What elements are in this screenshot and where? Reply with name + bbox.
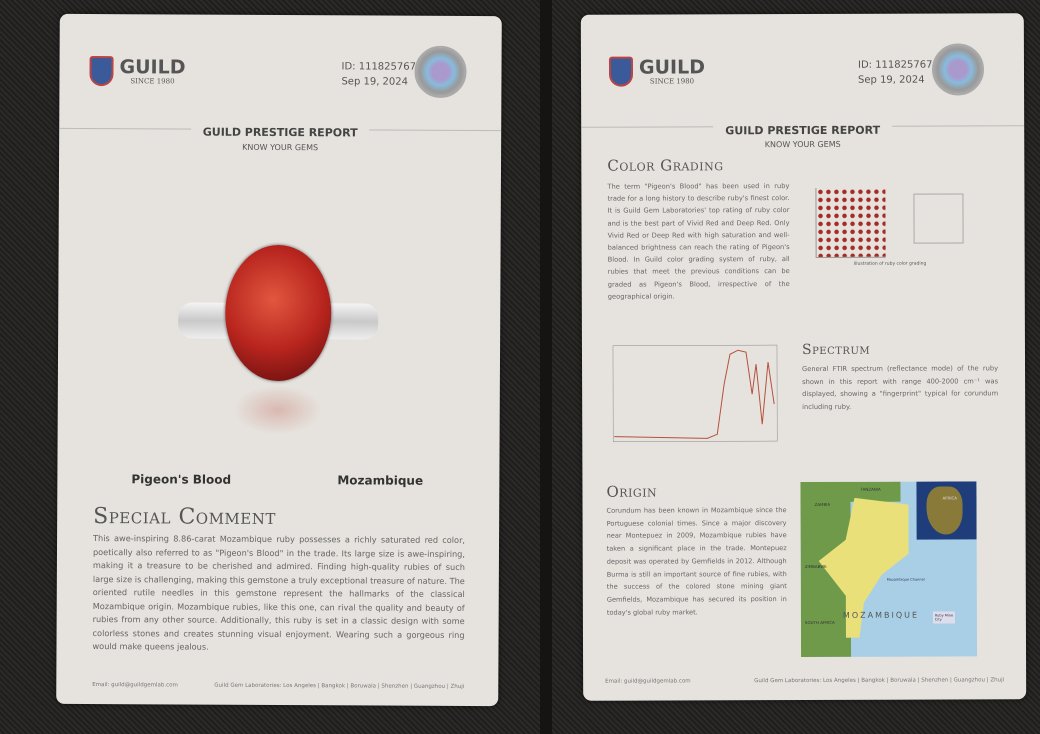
spectrum-line (614, 349, 775, 439)
color-grading-caption: Illustration of ruby color grading (853, 261, 927, 267)
map-label: TANZANIA (860, 486, 881, 492)
ring-photo (173, 242, 384, 383)
shield-icon (89, 56, 114, 87)
footer-email: Email: guild@guildgemlab.com (92, 682, 178, 689)
report-title: GUILD PRESTIGE REPORT (713, 123, 893, 138)
grading-grid (815, 187, 886, 258)
color-grading-figure: Illustration of ruby color grading (813, 173, 973, 274)
map-country-label: MOZAMBIQUE (842, 610, 920, 620)
footer: Email: guild@guildgemlab.com Guild Gem La… (605, 677, 1004, 684)
folder-seam (540, 0, 552, 734)
origin-heading: Origin (606, 482, 658, 501)
report-meta: ID: 1118257678 Sep 19, 2024 (341, 59, 422, 89)
report-page-left: GUILD SINCE 1980 ID: 1118257678 Sep 19, 20… (56, 13, 502, 707)
report-id: ID: 1118257678 (341, 61, 423, 73)
report-date: Sep 19, 2024 (341, 76, 409, 88)
map-label: Mozambique Channel (886, 577, 925, 582)
map-label: ZAMBIA (814, 501, 831, 507)
brand-name: GUILD (638, 55, 706, 79)
report-page-right: GUILD SINCE 1980 ID: 1118257678 Sep 19, 20… (580, 13, 1027, 701)
report-title: GUILD PRESTIGE REPORT (190, 125, 370, 140)
africa-inset (916, 481, 977, 540)
map-label: SOUTH AFRICA (804, 619, 835, 625)
ftir-spectrum-chart (612, 344, 778, 442)
guild-logo: GUILD SINCE 1980 (608, 55, 706, 87)
chart-frame (612, 344, 778, 442)
guild-logo: GUILD SINCE 1980 (89, 55, 186, 87)
special-comment-heading: Special Comment (93, 504, 276, 530)
legend-city: City (934, 617, 942, 622)
color-grading-text: The term "Pigeon's Blood" has been used … (607, 182, 790, 301)
color-grade-value: Pigeon's Blood (131, 472, 232, 487)
report-date: Sep 19, 2024 (858, 74, 925, 86)
map-label: AFRICA (942, 495, 958, 501)
map-north (800, 481, 901, 503)
ruby-reflection (232, 384, 323, 436)
map-label: ZIMBABWE (804, 563, 827, 569)
report-subtitle: KNOW YOUR GEMS (764, 139, 841, 150)
report-meta: ID: 1118257678 Sep 19, 2024 (858, 58, 939, 88)
since-text: SINCE 1980 (649, 76, 695, 86)
map-legend: Ruby Mine City (932, 611, 956, 624)
hologram-seal-icon (931, 43, 985, 96)
origin-text: Corundum has been known in Mozambique si… (606, 506, 787, 617)
brand-name: GUILD (119, 55, 186, 79)
origin-value: Mozambique (337, 473, 424, 488)
ruby-gem (224, 244, 332, 382)
grading-boxes (913, 193, 964, 244)
footer-labs: Guild Gem Laboratories: Los Angeles | Ba… (754, 677, 1005, 685)
spectrum-text: General FTIR spectrum (reflectance mode)… (802, 364, 999, 411)
footer-email: Email: guild@guildgemlab.com (605, 678, 691, 685)
footer-labs: Guild Gem Laboratories: Los Angeles | Ba… (214, 682, 465, 690)
hologram-seal-icon (414, 45, 467, 98)
report-id: ID: 1118257678 (857, 59, 939, 71)
shield-icon (608, 56, 634, 87)
special-comment-text: This awe-inspiring 8.86-carat Mozambique… (92, 533, 466, 652)
mozambique-map: MOZAMBIQUE TANZANIA ZAMBIA ZIMBABWE SOUT… (800, 481, 978, 658)
footer: Email: guild@guildgemlab.com Guild Gem La… (92, 682, 464, 690)
spectrum-heading: Spectrum (801, 341, 871, 359)
report-subtitle: KNOW YOUR GEMS (242, 142, 319, 153)
color-grading-heading: Color Grading (607, 156, 724, 175)
